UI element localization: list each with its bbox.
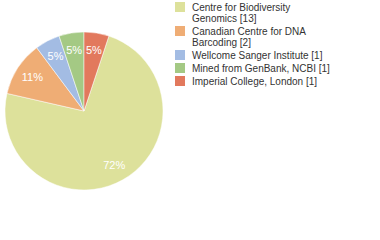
data-label: 5% (86, 44, 102, 56)
legend-label: Canadian Centre for DNABarcoding [2] (192, 26, 306, 48)
data-labels: 72%11%5%5%5% (22, 44, 126, 171)
legend-swatch (175, 2, 185, 12)
legend: Centre for BiodiversityGenomics [13]Cana… (175, 2, 330, 87)
pie-slice (84, 32, 109, 111)
legend-swatch (175, 50, 185, 60)
chart: 72%11%5%5%5%Centre for BiodiversityGenom… (0, 0, 380, 240)
data-label: 5% (48, 50, 64, 62)
data-label: 72% (103, 159, 125, 171)
legend-swatch (175, 63, 185, 73)
legend-label: Mined from GenBank, NCBI [1] (192, 63, 330, 74)
legend-label: Wellcome Sanger Institute [1] (192, 50, 323, 61)
data-label: 11% (22, 71, 43, 83)
legend-swatch (175, 76, 185, 86)
legend-label: Imperial College, London [1] (192, 76, 317, 87)
legend-label: Centre for BiodiversityGenomics [13] (192, 2, 290, 24)
data-label: 5% (66, 44, 82, 56)
pie-slice (59, 32, 84, 111)
pie (5, 32, 163, 190)
legend-swatch (175, 26, 185, 36)
